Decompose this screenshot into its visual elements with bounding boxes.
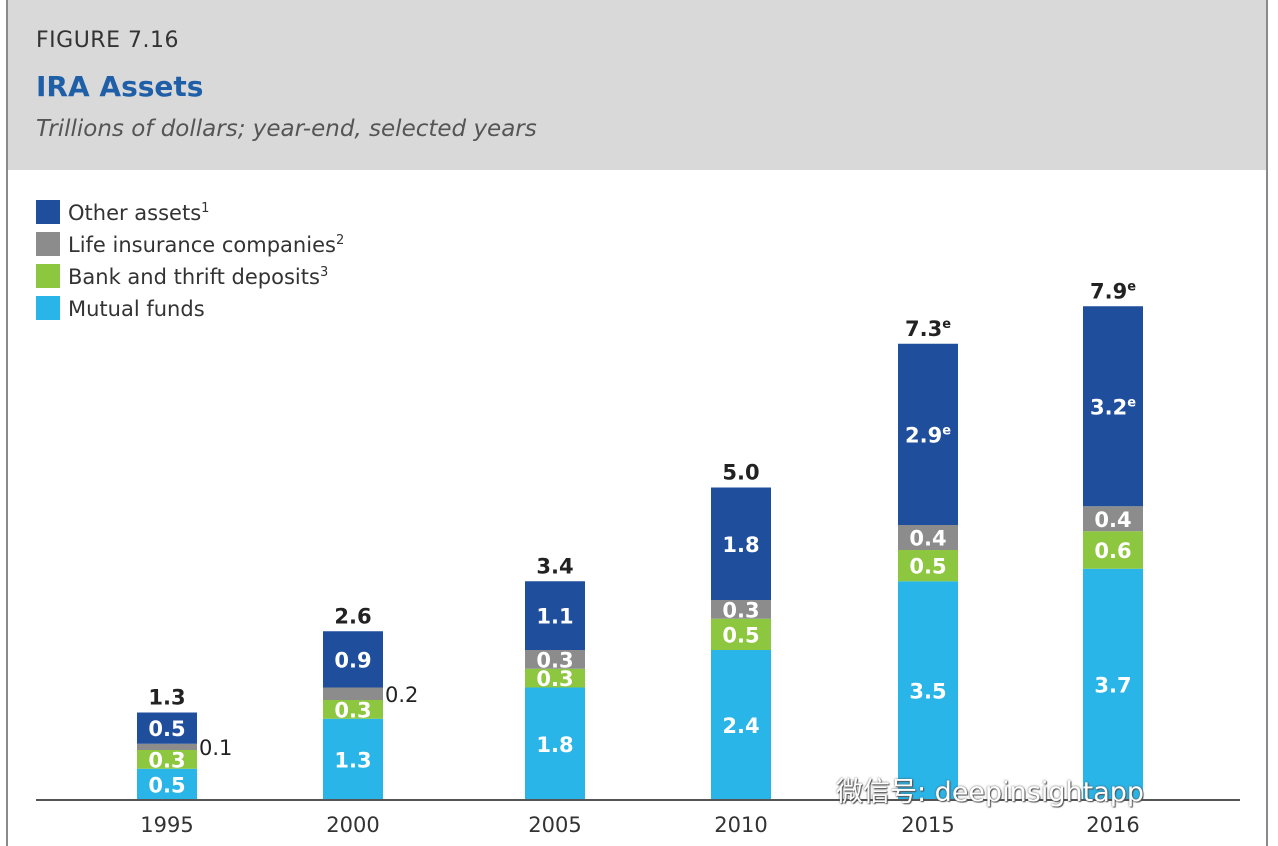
legend-swatch-mutual_funds [36, 296, 60, 320]
bar-segment-mutual_funds-1995 [137, 768, 197, 800]
data-label-other_assets-1995: 0.5 [148, 717, 185, 741]
data-label-bank_thrift-2005: 0.3 [536, 667, 573, 691]
bar-segment-life_insurance-1995 [137, 743, 197, 750]
figure-label: FIGURE 7.16 [36, 28, 179, 53]
legend-swatch-other_assets [36, 200, 60, 224]
x-tick-2015: 2015 [901, 813, 954, 837]
x-tick-2005: 2005 [528, 813, 581, 837]
legend-swatch-life_insurance [36, 232, 60, 256]
data-label-mutual_funds-2010: 2.4 [722, 714, 759, 738]
bar-segment-life_insurance-2016 [1083, 506, 1143, 532]
total-label-2010: 5.0 [722, 461, 759, 485]
data-label-mutual_funds-2000: 1.3 [334, 748, 371, 772]
data-label-bank_thrift-2016: 0.6 [1094, 539, 1131, 563]
figure-header: FIGURE 7.16 IRA Assets Trillions of doll… [8, 0, 1266, 170]
data-label-bank_thrift-1995: 0.3 [148, 748, 185, 772]
x-axis-ticks: 1995 2000 2005 2010 2015 2016 [140, 813, 1139, 837]
bar-segment-life_insurance-2000 [323, 687, 383, 700]
bar-segment-other_assets-2016 [1083, 306, 1143, 507]
data-label-other_assets-2000: 0.9 [334, 648, 371, 672]
data-label-other_assets-2005: 1.1 [536, 605, 573, 629]
bar-segment-bank_thrift-2010 [711, 618, 771, 650]
bars: 0.50.30.10.51.31.30.30.20.92.61.80.30.31… [137, 279, 1143, 800]
figure-frame: FIGURE 7.16 IRA Assets Trillions of doll… [6, 0, 1268, 846]
data-label-bank_thrift-2010: 0.5 [722, 623, 759, 647]
legend-label-bank_thrift: Bank and thrift deposits3 [68, 265, 328, 289]
bar-segment-other_assets-2010 [711, 487, 771, 600]
bar-segment-life_insurance-2005 [525, 650, 585, 669]
data-label-life_insurance-1995: 0.1 [199, 736, 232, 760]
data-label-life_insurance-2010: 0.3 [722, 598, 759, 622]
bar-segment-mutual_funds-2015 [898, 581, 958, 800]
total-label-2005: 3.4 [536, 554, 573, 578]
bar-segment-mutual_funds-2000 [323, 718, 383, 800]
data-label-bank_thrift-2000: 0.3 [334, 698, 371, 722]
legend-label-life_insurance: Life insurance companies2 [68, 233, 344, 257]
bar-segment-mutual_funds-2005 [525, 687, 585, 800]
bar-segment-life_insurance-2010 [711, 600, 771, 619]
x-tick-2016: 2016 [1086, 813, 1139, 837]
bar-segment-other_assets-2000 [323, 631, 383, 688]
legend-label-other_assets: Other assets1 [68, 201, 209, 225]
data-label-mutual_funds-2005: 1.8 [536, 733, 573, 757]
x-tick-2010: 2010 [714, 813, 767, 837]
data-label-bank_thrift-2015: 0.5 [909, 555, 946, 579]
bar-segment-life_insurance-2015 [898, 525, 958, 550]
data-label-life_insurance-2000: 0.2 [385, 683, 418, 707]
total-label-1995: 1.3 [148, 686, 185, 710]
legend: Other assets1 Life insurance companies2 Ba… [36, 200, 344, 321]
bar-segment-bank_thrift-1995 [137, 750, 197, 769]
data-label-life_insurance-2005: 0.3 [536, 648, 573, 672]
bar-segment-bank_thrift-2000 [323, 700, 383, 719]
bar-segment-bank_thrift-2005 [525, 668, 585, 688]
total-label-2016: 7.9e [1090, 279, 1136, 303]
data-label-mutual_funds-2015: 3.5 [909, 680, 946, 704]
watermark: 微信号: deepinsightapp [836, 777, 1145, 808]
bar-segment-other_assets-2005 [525, 581, 585, 650]
total-label-2015: 7.3e [905, 317, 951, 341]
bar-segment-bank_thrift-2015 [898, 550, 958, 582]
chart-title: IRA Assets [36, 70, 204, 103]
bar-segment-other_assets-2015 [898, 343, 958, 525]
data-label-other_assets-2015: 2.9e [905, 423, 951, 447]
data-label-other_assets-2010: 1.8 [722, 533, 759, 557]
bar-segment-other_assets-1995 [137, 712, 197, 744]
bar-segment-mutual_funds-2016 [1083, 568, 1143, 800]
legend-swatch-bank_thrift [36, 264, 60, 288]
data-label-mutual_funds-2016: 3.7 [1094, 673, 1131, 697]
data-label-mutual_funds-1995: 0.5 [148, 773, 185, 797]
x-tick-2000: 2000 [326, 813, 379, 837]
data-label-life_insurance-2015: 0.4 [909, 527, 946, 551]
chart-subtitle: Trillions of dollars; year-end, selected… [36, 116, 537, 142]
total-label-2000: 2.6 [334, 604, 371, 628]
data-label-life_insurance-2016: 0.4 [1094, 508, 1131, 532]
bar-segment-bank_thrift-2016 [1083, 531, 1143, 569]
x-tick-1995: 1995 [140, 813, 193, 837]
legend-label-mutual_funds: Mutual funds [68, 297, 205, 321]
bar-segment-mutual_funds-2010 [711, 650, 771, 800]
